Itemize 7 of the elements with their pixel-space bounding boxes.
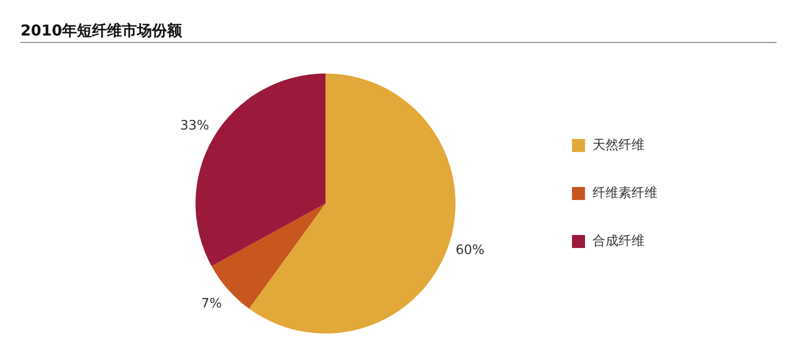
data-label: 7%	[201, 296, 222, 312]
chart-title: 2010年短纤维市场份额	[20, 22, 184, 40]
legend-label: 纤维素纤维	[592, 186, 658, 201]
legend-label: 合成纤维	[592, 234, 644, 249]
legend-label: 天然纤维	[592, 138, 644, 153]
data-label: 60%	[456, 242, 485, 258]
data-label: 33%	[180, 118, 210, 134]
